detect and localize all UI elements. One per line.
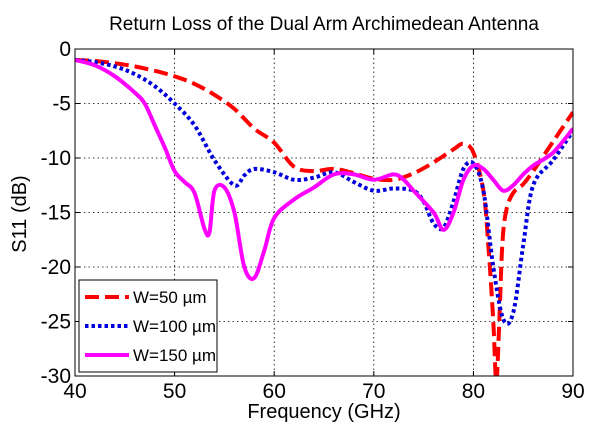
legend-label-3: W=150 µm bbox=[133, 346, 216, 365]
chart-title: Return Loss of the Dual Arm Archimedean … bbox=[109, 14, 539, 35]
x-tick-label: 90 bbox=[561, 380, 584, 403]
y-tick-label: -25 bbox=[41, 311, 71, 334]
legend-label-2: W=100 µm bbox=[133, 317, 216, 336]
x-tick-label: 40 bbox=[63, 380, 86, 403]
x-tick-label: 60 bbox=[263, 380, 286, 403]
y-tick-label: -10 bbox=[41, 147, 71, 170]
legend: W=50 µm W=100 µm W=150 µm bbox=[78, 279, 218, 373]
legend-label-1: W=50 µm bbox=[133, 288, 207, 307]
x-tick-label: 70 bbox=[362, 380, 385, 403]
y-tick-label: -5 bbox=[52, 93, 71, 116]
y-tick-label: -30 bbox=[41, 365, 71, 388]
y-axis-label: S11 (dB) bbox=[9, 175, 31, 252]
series-line-3 bbox=[75, 57, 573, 281]
x-tick-label: 50 bbox=[163, 380, 186, 403]
x-axis-label: Frequency (GHz) bbox=[247, 401, 400, 423]
x-tick-label: 80 bbox=[462, 380, 485, 403]
y-tick-label: -15 bbox=[41, 202, 71, 225]
series-layer bbox=[75, 57, 573, 376]
y-tick-label: -20 bbox=[41, 256, 71, 279]
y-tick-label: 0 bbox=[59, 38, 71, 61]
tick-labels: 40 50 60 70 80 90 0 -5 -10 -15 -20 -25 -30 bbox=[41, 38, 585, 403]
series-line-1 bbox=[75, 57, 573, 376]
